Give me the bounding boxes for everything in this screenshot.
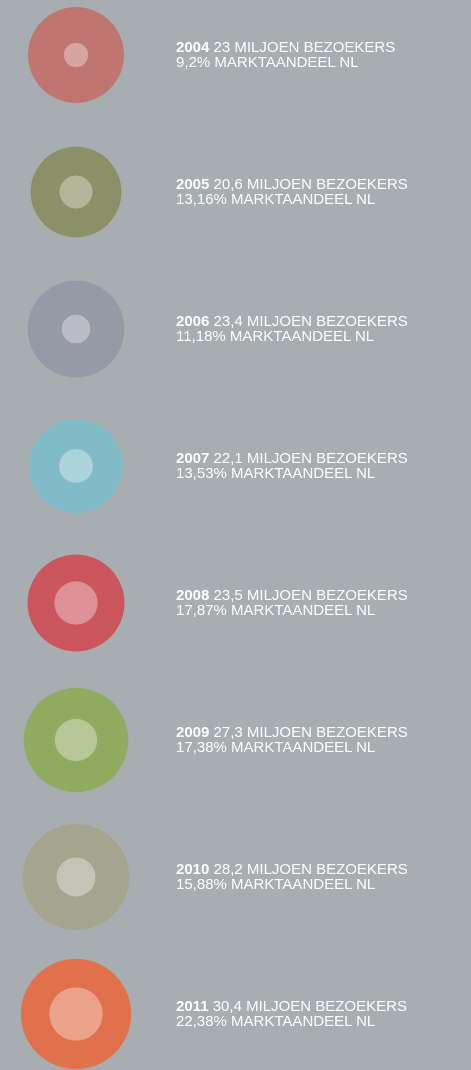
visitors-circle <box>23 687 129 793</box>
year-line: 2008 23,5 MILJOEN BEZOEKERS <box>176 587 408 604</box>
share-circle <box>54 581 98 625</box>
visitors-label: 22,1 MILJOEN BEZOEKERS <box>214 450 408 467</box>
share-label: 13,53% MARKTAANDEEL NL <box>176 465 375 482</box>
visitors-label: 23,5 MILJOEN BEZOEKERS <box>214 587 408 604</box>
visitors-label: 27,3 MILJOEN BEZOEKERS <box>214 724 408 741</box>
share-circle <box>56 857 96 897</box>
visitors-circle <box>28 418 124 514</box>
visitors-label: 20,6 MILJOEN BEZOEKERS <box>214 176 408 193</box>
year: 2008 <box>176 587 209 604</box>
year: 2006 <box>176 313 209 330</box>
share-label: 17,87% MARKTAANDEEL NL <box>176 602 375 619</box>
visitors-circle <box>30 146 122 238</box>
visitors-label: 28,2 MILJOEN BEZOEKERS <box>214 861 408 878</box>
visitors-label: 23,4 MILJOEN BEZOEKERS <box>214 313 408 330</box>
year-line: 2004 23 MILJOEN BEZOEKERS <box>176 39 395 56</box>
share-circle <box>49 987 103 1041</box>
visitors-label: 23 MILJOEN BEZOEKERS <box>214 39 396 56</box>
share-circle <box>61 314 91 344</box>
share-label: 9,2% MARKTAANDEEL NL <box>176 54 359 71</box>
year-line: 2010 28,2 MILJOEN BEZOEKERS <box>176 861 408 878</box>
visitors-label: 30,4 MILJOEN BEZOEKERS <box>213 998 407 1015</box>
year: 2004 <box>176 39 210 56</box>
share-label: 15,88% MARKTAANDEEL NL <box>176 876 375 893</box>
share-label: 11,18% MARKTAANDEEL NL <box>176 328 374 345</box>
visitors-circle <box>27 554 125 652</box>
year-line: 2011 30,4 MILJOEN BEZOEKERS <box>176 998 407 1015</box>
year: 2011 <box>176 998 209 1015</box>
visitors-circle <box>22 823 130 931</box>
share-label: 22,38% MARKTAANDEEL NL <box>176 1013 375 1030</box>
year-line: 2009 27,3 MILJOEN BEZOEKERS <box>176 724 408 741</box>
share-circle <box>54 718 98 762</box>
year: 2009 <box>176 724 209 741</box>
share-circle <box>59 449 93 483</box>
visitors-circle <box>28 7 124 103</box>
year-line: 2006 23,4 MILJOEN BEZOEKERS <box>176 313 408 330</box>
share-label: 13,16% MARKTAANDEEL NL <box>176 191 375 208</box>
share-circle <box>63 42 89 68</box>
year: 2007 <box>176 450 209 467</box>
year: 2010 <box>176 861 209 878</box>
share-label: 17,38% MARKTAANDEEL NL <box>176 739 375 756</box>
visitors-circle <box>27 280 125 378</box>
visitors-circle <box>20 958 132 1070</box>
year: 2005 <box>176 176 209 193</box>
year-line: 2007 22,1 MILJOEN BEZOEKERS <box>176 450 408 467</box>
year-line: 2005 20,6 MILJOEN BEZOEKERS <box>176 176 408 193</box>
share-circle <box>59 175 93 209</box>
